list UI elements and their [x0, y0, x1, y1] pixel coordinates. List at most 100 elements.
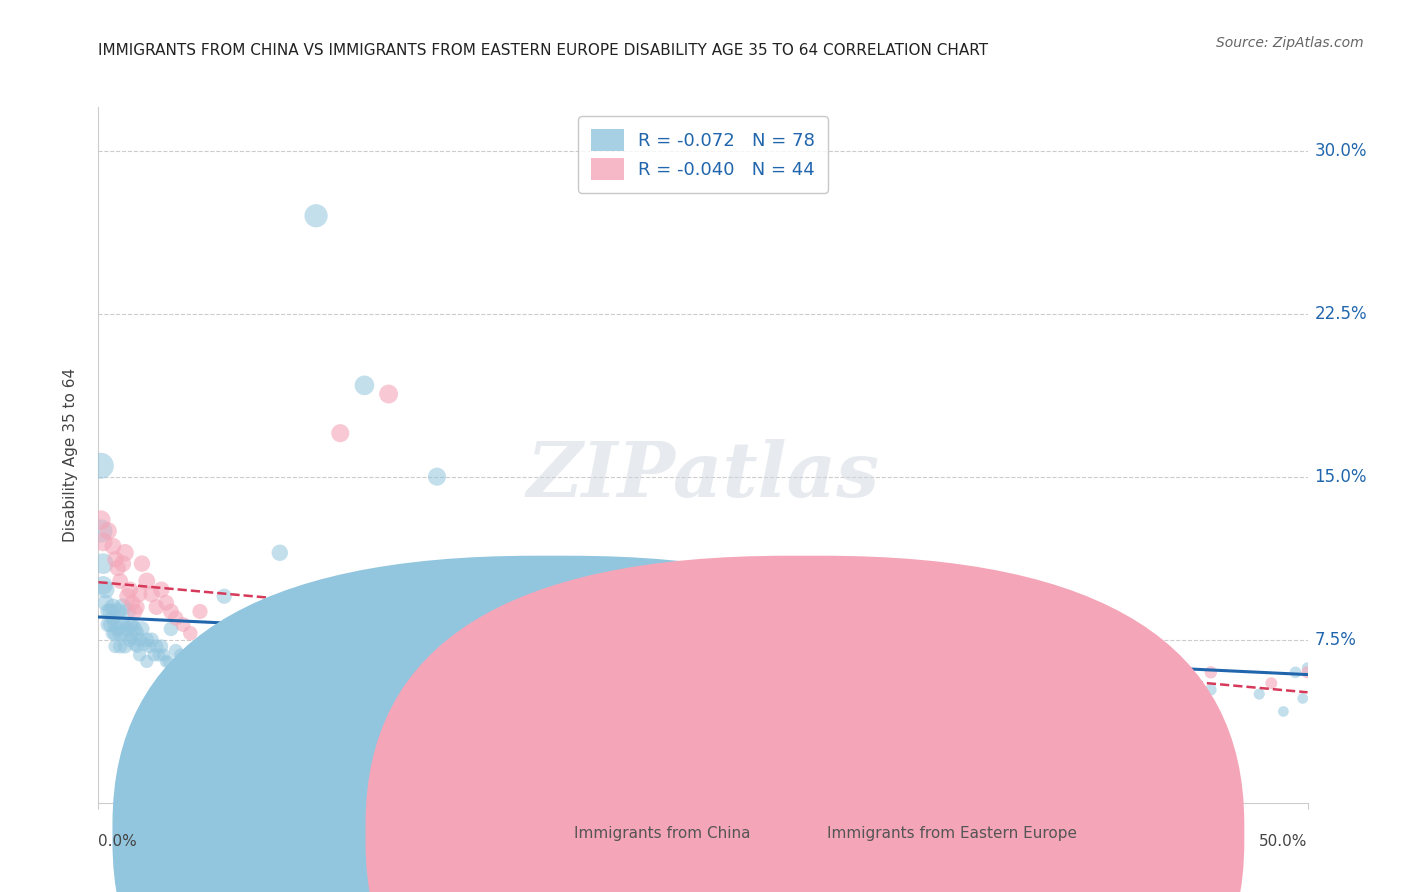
Point: [118, 582, 141, 597]
Point: [141, 632, 163, 647]
Point: [1296, 665, 1319, 680]
Text: 15.0%: 15.0%: [1315, 467, 1367, 485]
Text: ZIPatlas: ZIPatlas: [526, 439, 880, 513]
Point: [1249, 687, 1271, 701]
Point: [141, 587, 163, 601]
Point: [595, 611, 617, 625]
Point: [150, 582, 173, 597]
Point: [1199, 665, 1222, 680]
Point: [1292, 691, 1315, 706]
Point: [426, 469, 449, 483]
Point: [595, 665, 617, 680]
Point: [1128, 665, 1150, 680]
Point: [172, 617, 194, 632]
Point: [981, 670, 1004, 684]
Point: [117, 589, 139, 603]
Point: [165, 611, 187, 625]
Point: [101, 539, 124, 553]
Point: [108, 574, 131, 588]
Point: [957, 670, 980, 684]
Point: [107, 561, 129, 575]
Text: 50.0%: 50.0%: [1260, 834, 1308, 849]
Point: [118, 632, 141, 647]
Point: [135, 632, 157, 647]
Point: [1054, 682, 1077, 697]
Point: [131, 557, 153, 571]
Point: [305, 209, 328, 223]
Point: [184, 648, 207, 662]
Point: [101, 600, 124, 615]
Text: IMMIGRANTS FROM CHINA VS IMMIGRANTS FROM EASTERN EUROPE DISABILITY AGE 35 TO 64 : IMMIGRANTS FROM CHINA VS IMMIGRANTS FROM…: [98, 43, 988, 58]
Point: [111, 600, 134, 615]
Point: [245, 676, 267, 690]
Point: [789, 655, 811, 669]
Point: [121, 617, 143, 632]
Point: [221, 648, 243, 662]
Point: [111, 617, 134, 632]
Point: [245, 676, 267, 690]
Point: [353, 378, 375, 392]
Point: [498, 578, 520, 592]
Point: [117, 605, 139, 619]
Point: [124, 622, 146, 636]
Point: [134, 637, 156, 651]
Text: Immigrants from Eastern Europe: Immigrants from Eastern Europe: [827, 826, 1077, 840]
Point: [150, 639, 173, 653]
Point: [124, 605, 146, 619]
Point: [97, 605, 120, 619]
Point: [510, 639, 533, 653]
Point: [90, 458, 112, 473]
Point: [204, 665, 226, 680]
Point: [886, 661, 908, 675]
Point: [165, 643, 187, 657]
Text: 0.0%: 0.0%: [98, 834, 138, 849]
Point: [107, 622, 129, 636]
Point: [188, 661, 211, 675]
Point: [127, 626, 149, 640]
Point: [101, 611, 124, 625]
Point: [91, 535, 114, 549]
Point: [107, 605, 129, 619]
Point: [188, 605, 211, 619]
Point: [179, 676, 201, 690]
Point: [104, 552, 127, 566]
Point: [131, 622, 153, 636]
Point: [128, 587, 150, 601]
Point: [114, 626, 136, 640]
Point: [104, 626, 127, 640]
Point: [692, 676, 714, 690]
Point: [174, 655, 197, 669]
Point: [135, 655, 157, 669]
Point: [111, 557, 134, 571]
Point: [143, 648, 166, 662]
Point: [135, 574, 157, 588]
Point: [108, 626, 131, 640]
Point: [90, 513, 112, 527]
Point: [377, 387, 399, 401]
Point: [104, 639, 127, 653]
Point: [124, 637, 146, 651]
Y-axis label: Disability Age 35 to 64: Disability Age 35 to 64: [63, 368, 77, 542]
Point: [1260, 676, 1282, 690]
Point: [179, 626, 201, 640]
Point: [329, 426, 352, 441]
Point: [121, 631, 143, 645]
Point: [1199, 682, 1222, 697]
Text: 22.5%: 22.5%: [1315, 304, 1367, 323]
Point: [100, 605, 122, 619]
Point: [160, 622, 183, 636]
Text: 30.0%: 30.0%: [1315, 142, 1367, 160]
Point: [138, 639, 160, 653]
Point: [155, 655, 177, 669]
Point: [104, 615, 127, 630]
Point: [145, 600, 167, 615]
Point: [437, 589, 460, 603]
Point: [127, 639, 149, 653]
Point: [128, 632, 150, 647]
Point: [108, 639, 131, 653]
Point: [118, 617, 141, 632]
Point: [97, 617, 120, 632]
Point: [169, 648, 191, 662]
Point: [91, 578, 114, 592]
Point: [160, 605, 183, 619]
